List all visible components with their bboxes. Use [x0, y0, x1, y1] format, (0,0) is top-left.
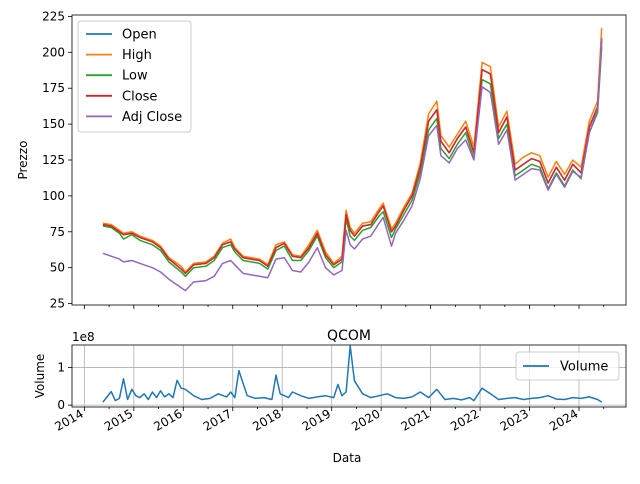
price-legend-label: Close [122, 89, 157, 104]
price-y-tick-label: 100 [42, 189, 65, 203]
price-y-tick-label: 225 [42, 9, 65, 23]
volume-lines [102, 345, 603, 403]
price-legend: Open High Low Close Adj Close [77, 20, 192, 133]
price-y-tick-label: 200 [42, 45, 65, 59]
price-legend-box [77, 20, 192, 133]
volume-y-ticks: 01 [57, 361, 72, 412]
volume-legend-box [515, 351, 620, 381]
series-line-volume [102, 345, 603, 403]
volume-legend-items: Volume [523, 360, 608, 375]
volume-legend-label: Volume [560, 360, 608, 375]
volume-y-axis-label: Volume [33, 354, 47, 399]
series-line-high [102, 27, 603, 273]
series-line-close [102, 37, 603, 275]
price-y-tick-label: 125 [42, 153, 65, 167]
price-legend-label: Low [122, 69, 148, 84]
volume-legend: Volume [515, 351, 620, 381]
series-line-adj-close [102, 37, 603, 292]
price-y-tick-label: 150 [42, 117, 65, 131]
price-y-tick-label: 75 [50, 225, 65, 239]
price-legend-label: High [122, 48, 152, 63]
price-y-tick-label: 50 [50, 261, 65, 275]
volume-y-multiplier: 1e8 [72, 330, 95, 344]
volume-x-axis-label: Data [333, 451, 362, 465]
price-y-ticks: 25 50 75 100 125 150 175 200 225 [42, 9, 72, 311]
price-lines [102, 27, 603, 292]
price-y-tick-label: 25 [50, 297, 65, 311]
price-legend-items: Open High Low Close Adj Close [86, 28, 182, 125]
volume-plot-frame [71, 344, 627, 408]
price-x-ticks [83, 305, 605, 309]
series-line-low [102, 46, 603, 278]
volume-y-tick-label: 0 [57, 398, 65, 412]
volume-chart-title: QCOM [327, 328, 371, 344]
volume-y-tick-label: 1 [57, 361, 65, 375]
price-y-tick-label: 175 [42, 81, 65, 95]
price-legend-label: Adj Close [122, 110, 182, 125]
price-legend-label: Open [122, 28, 157, 43]
price-y-axis-label: Prezzo [16, 140, 30, 179]
